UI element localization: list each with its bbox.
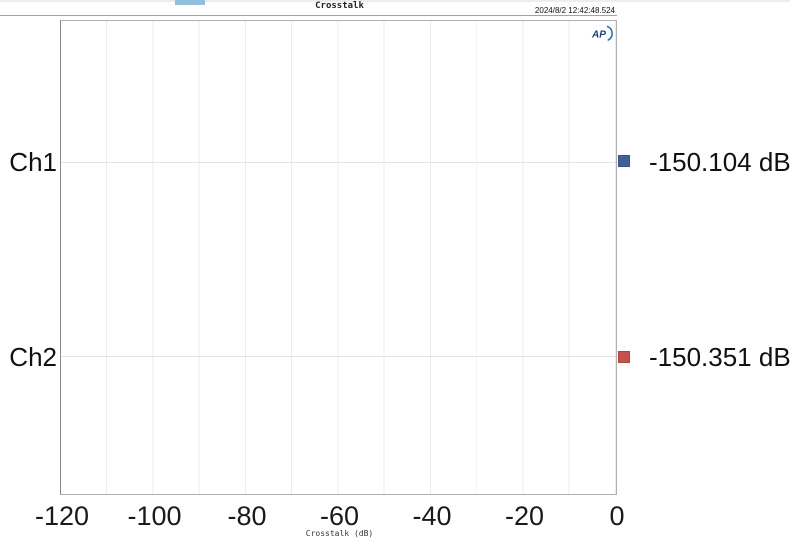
x-axis-title: Crosstalk (dB) — [305, 529, 374, 538]
gridline-ch1 — [61, 162, 616, 163]
ch1-value-readout: -150.104 dB — [649, 147, 790, 177]
x-tick-label: 0 — [609, 501, 625, 531]
category-label-ch1: Ch1 — [9, 147, 57, 177]
ch2-value-readout: -150.351 dB — [649, 342, 790, 372]
ch1-marker-square — [618, 155, 630, 167]
plot-canvas — [60, 20, 617, 495]
x-tick-label: -20 — [504, 501, 545, 531]
tab-indicator[interactable] — [175, 0, 205, 5]
measurement-timestamp: 2024/8/2 12:42:48.524 — [534, 6, 615, 15]
header-separator — [0, 15, 617, 16]
x-tick-label: -80 — [227, 501, 267, 531]
category-label-ch2: Ch2 — [9, 342, 57, 372]
audio-precision-logo-icon: AP — [589, 24, 615, 44]
x-tick-label: -100 — [127, 501, 182, 531]
graph-title: Crosstalk — [315, 1, 364, 11]
x-tick-label: -60 — [319, 501, 360, 531]
ch2-marker-square — [618, 351, 630, 363]
x-tick-label: -40 — [412, 501, 452, 531]
gridline-ch2 — [61, 356, 616, 357]
ap-logo-text: AP — [591, 30, 606, 41]
x-tick-label: -120 — [34, 501, 90, 531]
top-edge-strip — [0, 0, 790, 2]
